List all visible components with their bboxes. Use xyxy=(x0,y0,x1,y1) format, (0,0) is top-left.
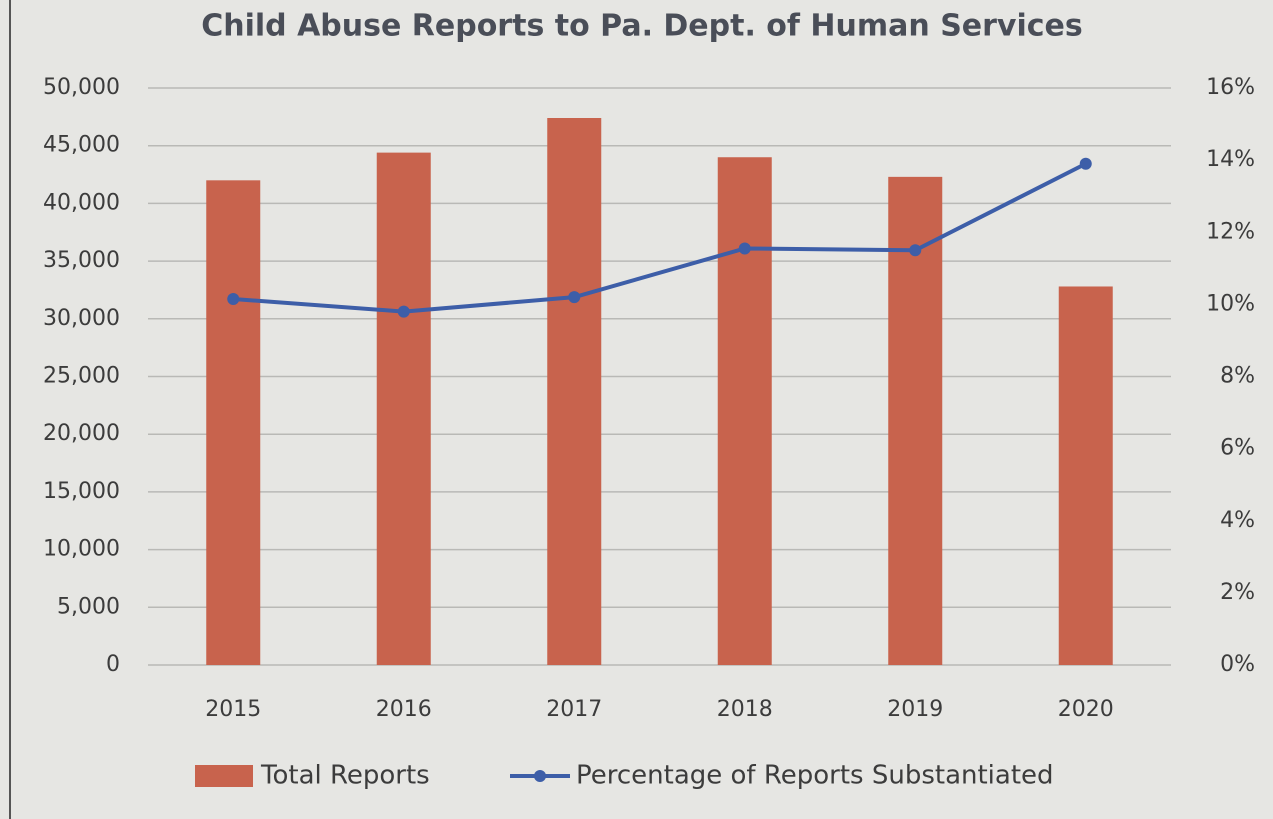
y-tick-label: 50,000 xyxy=(43,75,120,100)
legend-swatch xyxy=(534,770,546,782)
y2-tick-label: 16% xyxy=(1206,75,1255,100)
y-tick-label: 40,000 xyxy=(43,190,120,215)
line-marker xyxy=(738,242,751,255)
bar xyxy=(376,152,431,665)
y2-tick-label: 10% xyxy=(1206,291,1255,316)
bar xyxy=(717,157,772,666)
y2-tick-label: 4% xyxy=(1220,508,1255,533)
bar xyxy=(1058,286,1113,665)
line-marker xyxy=(909,244,922,257)
bar xyxy=(888,176,943,665)
y-tick-label: 5,000 xyxy=(57,594,120,619)
line-marker xyxy=(227,292,240,305)
y2-tick-label: 12% xyxy=(1206,219,1255,244)
line-marker xyxy=(397,305,410,318)
y-tick-label: 20,000 xyxy=(43,421,120,446)
y-tick-label: 30,000 xyxy=(43,306,120,331)
y2-tick-label: 14% xyxy=(1206,147,1255,172)
legend-swatch xyxy=(195,765,253,787)
line xyxy=(233,161,1087,314)
line-marker xyxy=(568,291,581,304)
y2-tick-label: 2% xyxy=(1220,580,1255,605)
legend-label: Total Reports xyxy=(260,761,430,791)
chart-title: Child Abuse Reports to Pa. Dept. of Huma… xyxy=(201,9,1083,44)
x-tick-label: 2015 xyxy=(205,697,261,722)
x-tick-label: 2016 xyxy=(376,697,432,722)
y2-tick-label: 0% xyxy=(1220,652,1255,677)
legend-label: Percentage of Reports Substantiated xyxy=(576,761,1054,791)
y2-tick-label: 8% xyxy=(1220,364,1255,389)
y-tick-label: 15,000 xyxy=(43,479,120,504)
y-tick-label: 45,000 xyxy=(43,133,120,158)
x-tick-label: 2018 xyxy=(717,697,773,722)
y2-tick-label: 6% xyxy=(1220,436,1255,461)
line-marker xyxy=(1079,157,1092,170)
x-tick-label: 2020 xyxy=(1058,697,1114,722)
y-tick-label: 0 xyxy=(106,652,120,677)
bar xyxy=(547,118,602,665)
bar xyxy=(206,180,261,665)
x-tick-label: 2017 xyxy=(546,697,602,722)
y-tick-label: 35,000 xyxy=(43,248,120,273)
y-tick-label: 10,000 xyxy=(43,537,120,562)
x-tick-label: 2019 xyxy=(887,697,943,722)
y-tick-label: 25,000 xyxy=(43,364,120,389)
